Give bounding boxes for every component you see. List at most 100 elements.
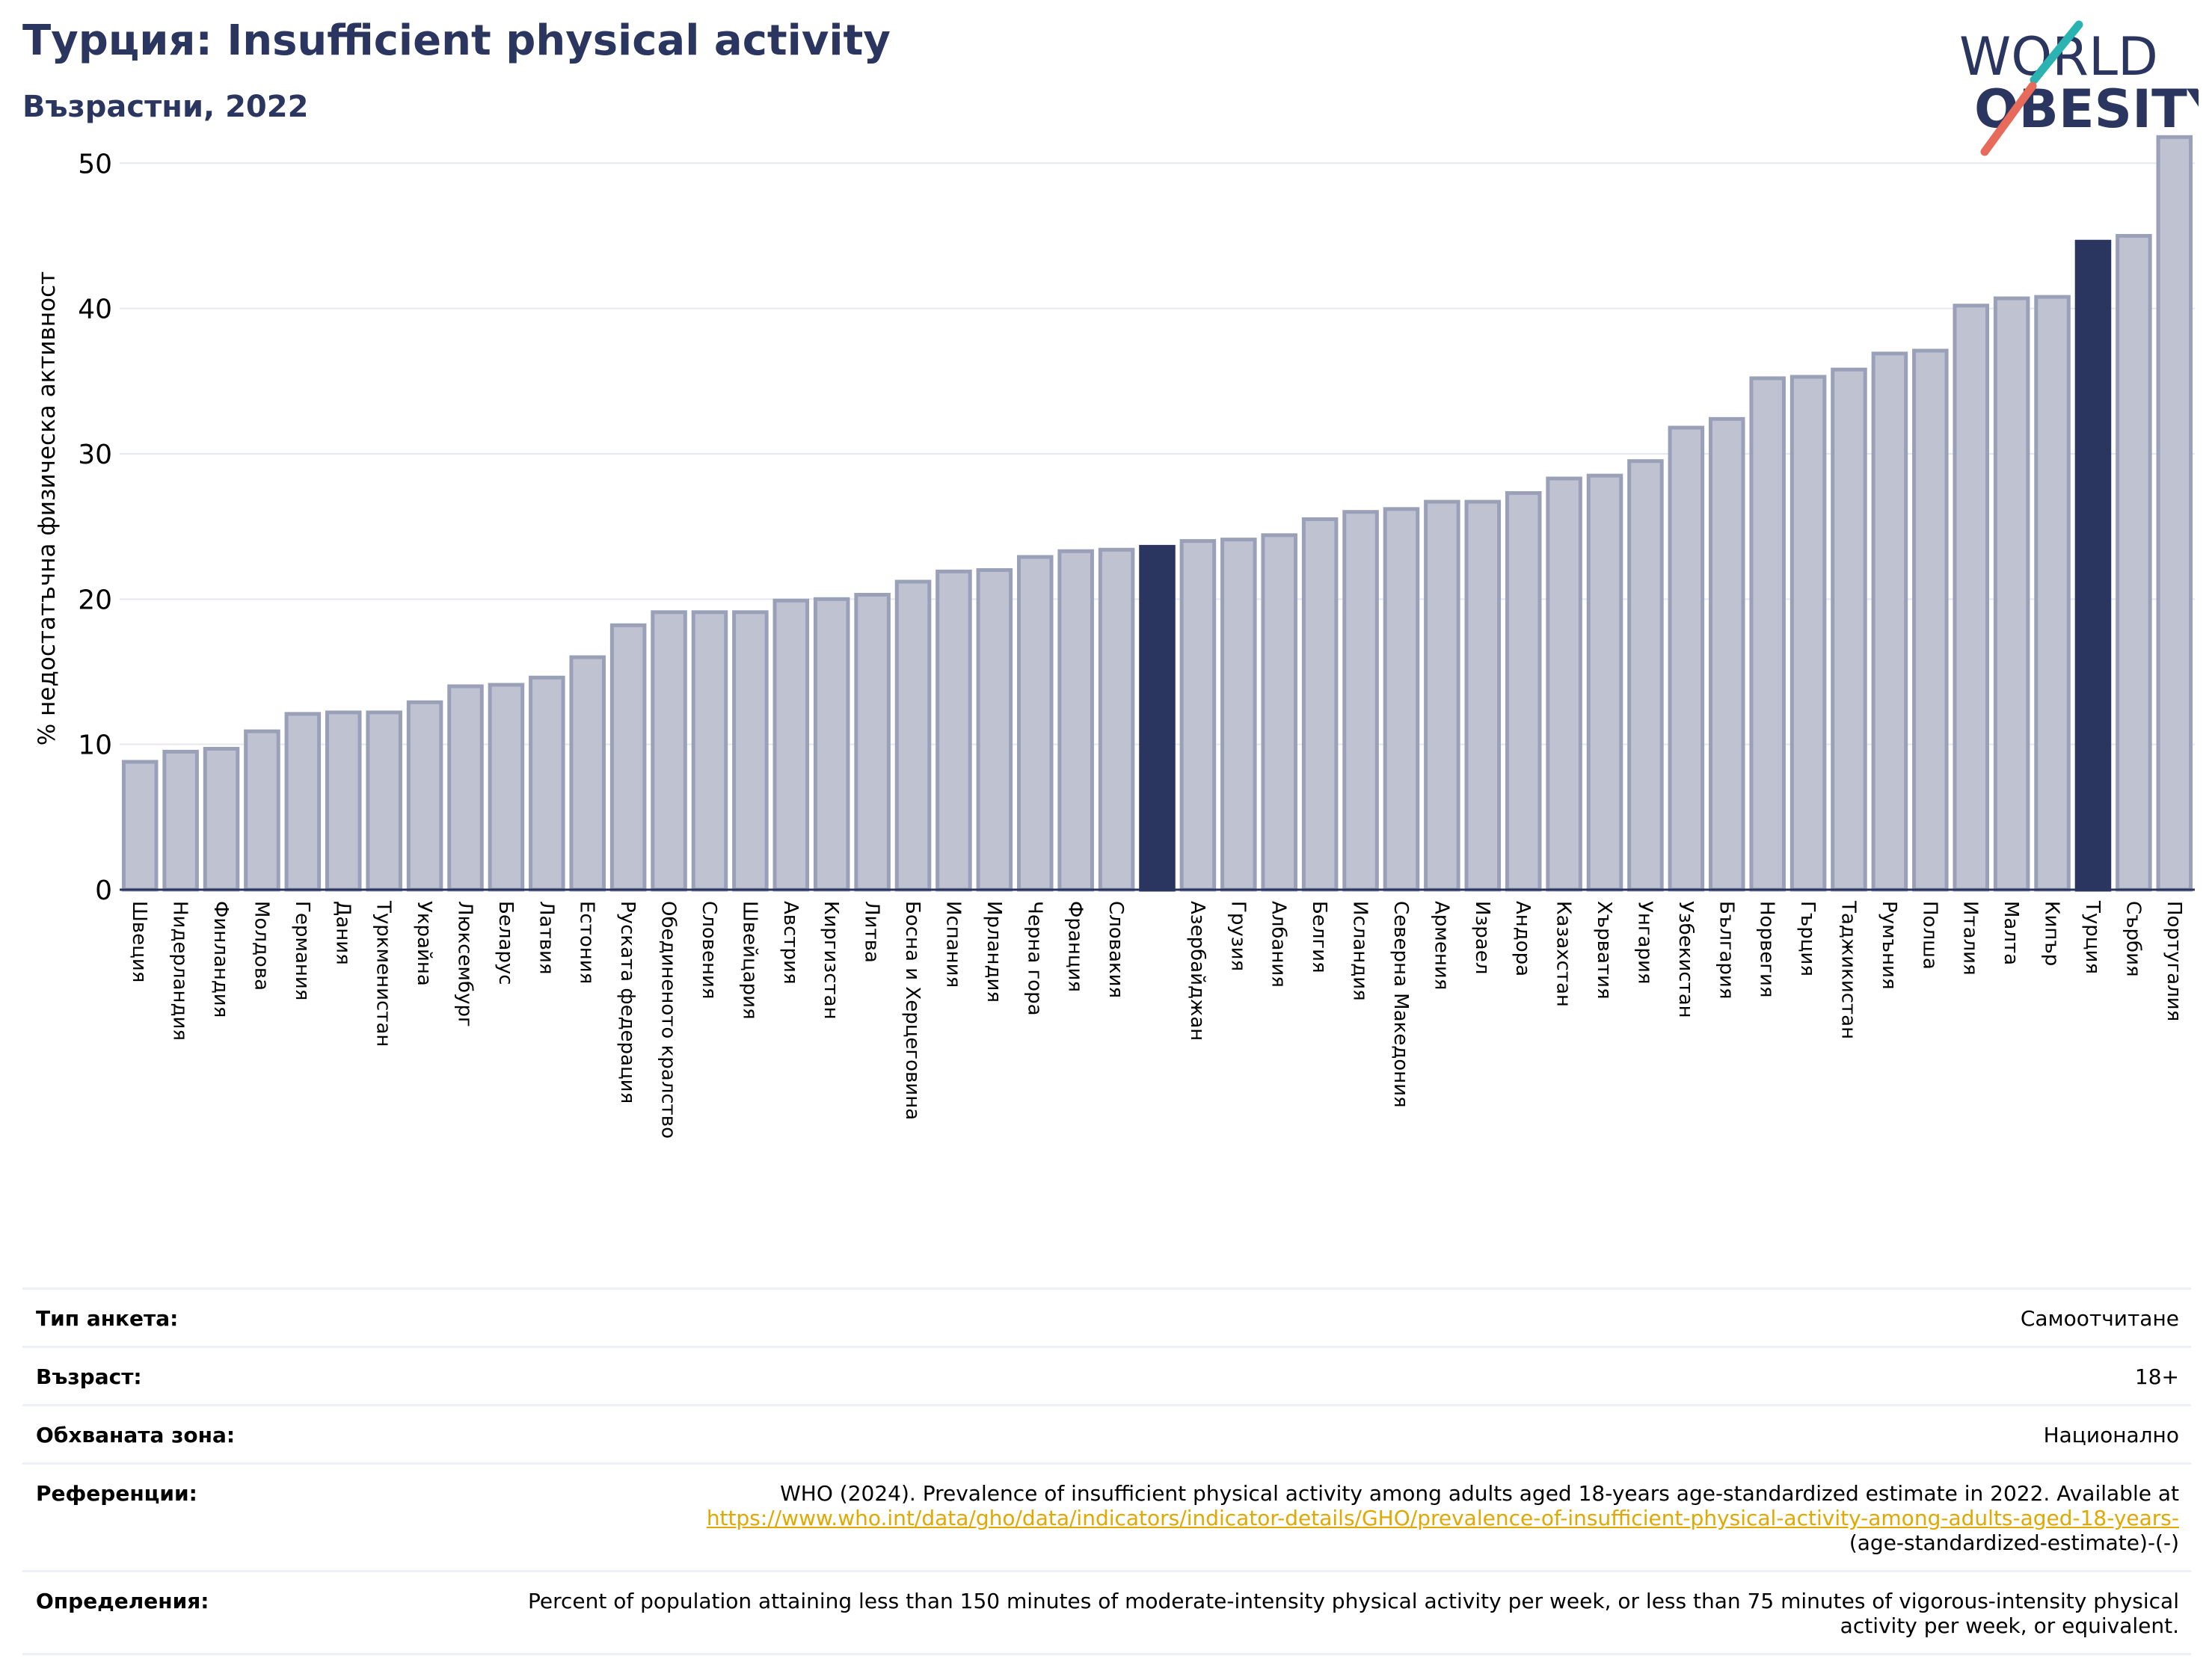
- bar: [1301, 517, 1339, 892]
- bar: [772, 598, 810, 892]
- bar: [569, 655, 606, 892]
- x-tick-label: Румъния: [1878, 901, 1900, 990]
- x-tick-label: Израел: [1471, 901, 1493, 974]
- bar: [1953, 304, 1990, 892]
- bar: [447, 684, 484, 892]
- x-tick-label: Албания: [1268, 901, 1290, 988]
- x-tick-label: Испания: [941, 901, 964, 988]
- meta-value: Самоотчитане: [467, 1287, 2191, 1347]
- x-tick-label: Словения: [698, 901, 720, 1000]
- reference-link[interactable]: https://www.who.int/data/gho/data/indica…: [706, 1506, 2179, 1530]
- bar: [121, 760, 159, 892]
- x-tick-label: Литва: [861, 901, 883, 963]
- meta-value: Национално: [467, 1404, 2191, 1464]
- bar: [609, 623, 647, 892]
- x-tick-label: Унгария: [1633, 901, 1656, 984]
- bar: [1668, 425, 1705, 892]
- x-tick-labels: Швеция Нидерландия Финландия Молдова Германи…: [128, 900, 2185, 1139]
- logo-word-world: WORLD: [1959, 26, 2158, 87]
- x-tick-label: Швеция: [128, 901, 150, 982]
- bar: [1057, 549, 1094, 892]
- x-tick-label: Руската федерация: [616, 901, 639, 1104]
- x-tick-label: Турция: [2081, 900, 2104, 974]
- x-tick-label: Кипър: [2041, 901, 2063, 966]
- x-tick-label: България: [1715, 901, 1737, 999]
- x-tick-label: Полша: [1918, 901, 1941, 970]
- bar: [854, 592, 891, 892]
- x-tick-label: Ирландия: [983, 901, 1005, 1003]
- bar: [936, 569, 972, 892]
- bar: [1261, 533, 1297, 892]
- x-tick-label: Дания: [331, 901, 354, 965]
- meta-label: Възраст:: [22, 1346, 467, 1406]
- bar: [1383, 507, 1420, 892]
- y-tick-label: 20: [78, 585, 112, 615]
- x-tick-label: Норвегия: [1756, 901, 1778, 997]
- bar: [2156, 135, 2193, 892]
- bar: [1789, 375, 1827, 892]
- x-tick-label: Азербайджан: [1186, 901, 1208, 1041]
- bar: [691, 610, 728, 892]
- bar: [406, 700, 443, 892]
- bar: [1546, 476, 1582, 892]
- bar: [1179, 539, 1217, 892]
- bar: [813, 597, 850, 892]
- meta-value: Percent of population attaining less tha…: [467, 1570, 2191, 1655]
- x-tick-label: Таджикистан: [1837, 900, 1860, 1039]
- y-tick-label: 40: [78, 295, 112, 325]
- x-tick-label: Туркменистан: [372, 900, 395, 1047]
- x-tick-label: Беларус: [494, 901, 517, 985]
- x-tick-label: Люксембург: [454, 901, 476, 1027]
- chart-title: Турция: Insufficient physical activity: [22, 16, 891, 65]
- bar: [1505, 490, 1542, 892]
- bar: [488, 683, 525, 892]
- reference-text: WHO (2024). Prevalence of insufficient p…: [780, 1481, 2179, 1506]
- x-tick-label: Украйна: [413, 901, 435, 986]
- chart-subtitle: Възрастни, 2022: [22, 90, 309, 124]
- x-tick-label: Гърция: [1796, 901, 1819, 976]
- bar: [651, 610, 687, 892]
- x-tick-label: Узбекистан: [1674, 901, 1697, 1018]
- y-tick-label: 0: [95, 875, 112, 906]
- x-tick-label: Германия: [291, 901, 313, 1000]
- meta-label: Обхваната зона:: [22, 1404, 467, 1464]
- bar: [2034, 295, 2071, 892]
- bar: [732, 610, 769, 892]
- x-tick-label: Армения: [1430, 901, 1452, 990]
- x-tick-label: Казахстан: [1552, 901, 1575, 1007]
- logo-red-stroke: [1980, 81, 2037, 156]
- meta-row-coverage: Обхваната зона: Национално: [22, 1404, 2191, 1464]
- bar: [1831, 367, 1867, 892]
- x-tick-label: Швейцария: [738, 901, 761, 1020]
- bar: [1424, 499, 1460, 892]
- y-tick-labels: 0 10 20 30 40 50: [78, 149, 112, 906]
- x-tick-label: Италия: [1959, 901, 1982, 976]
- bar: [284, 712, 322, 892]
- x-tick-label: Андора: [1511, 901, 1534, 976]
- bar-chart: 0 10 20 30 40 50 Швеция Нидерландия Финландия Мо…: [34, 135, 2195, 1139]
- bar: [1709, 416, 1745, 892]
- bar: [162, 749, 199, 892]
- y-tick-label: 30: [78, 440, 112, 470]
- x-tick-label: Исландия: [1349, 901, 1371, 1001]
- meta-label: Тип анкета:: [22, 1287, 467, 1347]
- bar-highlighted: [2074, 239, 2112, 892]
- bar: [1586, 473, 1623, 892]
- meta-row-definitions: Определения: Percent of population attai…: [22, 1570, 2191, 1655]
- x-tick-label: Франция: [1064, 901, 1087, 992]
- bar: [529, 675, 565, 892]
- bar: [2116, 233, 2152, 892]
- x-tick-label: Нидерландия: [169, 901, 191, 1041]
- logo-teal-stroke: [2030, 20, 2083, 84]
- x-tick-label: Словакия: [1105, 901, 1127, 998]
- x-tick-label: Австрия: [779, 901, 802, 985]
- x-tick-label: Хърватия: [1593, 901, 1615, 1000]
- meta-label: Определения:: [22, 1570, 467, 1655]
- bar: [1912, 348, 1949, 892]
- bar: [1342, 510, 1379, 892]
- x-tick-label: Обединеното кралство: [657, 901, 680, 1139]
- y-tick-label: 50: [78, 149, 112, 179]
- meta-value: WHO (2024). Prevalence of insufficient p…: [467, 1462, 2191, 1572]
- meta-row-age: Възраст: 18+: [22, 1346, 2191, 1406]
- bar: [1993, 296, 2030, 892]
